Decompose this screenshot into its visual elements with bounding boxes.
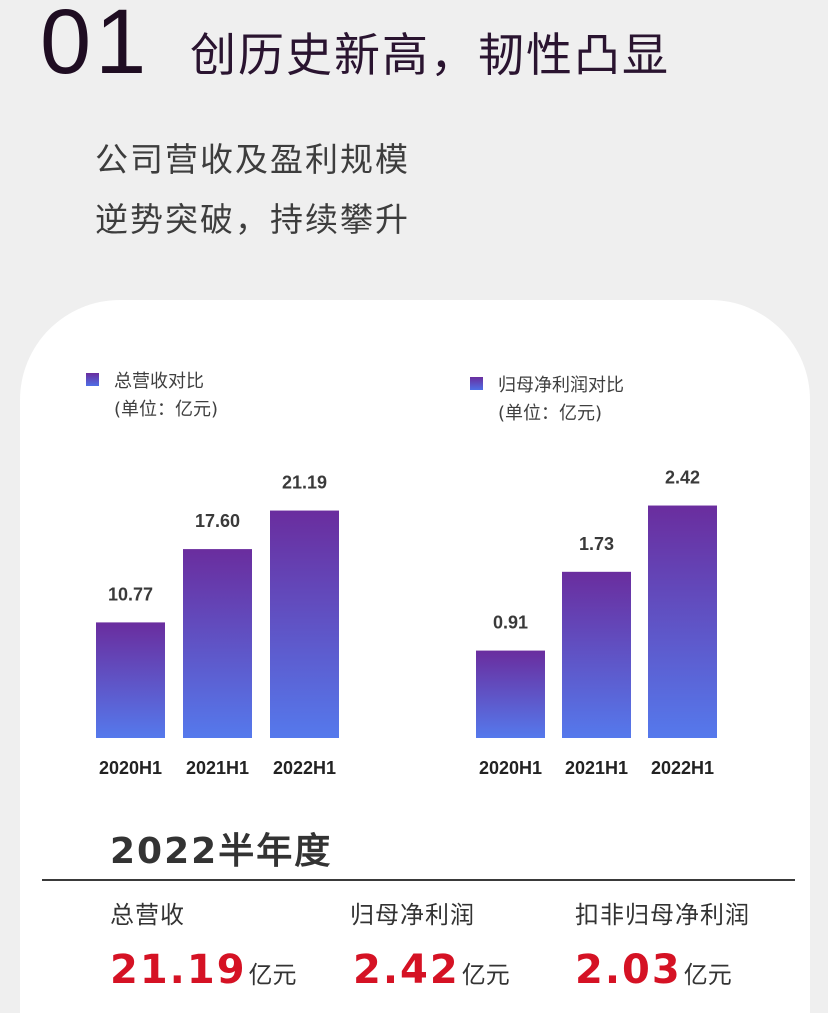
- profit-category-label-2022H1: 2022H1: [651, 758, 714, 778]
- section-title: 创历史新高，韧性凸显: [190, 28, 670, 82]
- legend-profit-title: 归母净利润对比: [498, 375, 624, 396]
- subtitle-line-2: 逆势突破，持续攀升: [95, 200, 410, 239]
- revenue-bar-2021H1: [183, 549, 252, 738]
- revenue-value-label-2021H1: 17.60: [195, 511, 240, 531]
- profit-value-label-2021H1: 1.73: [579, 534, 614, 554]
- legend-revenue-unit: (单位：亿元): [114, 399, 219, 420]
- kpi-adjusted-profit-number: 2.03: [575, 947, 682, 993]
- profit-category-label-2020H1: 2020H1: [479, 758, 542, 778]
- section-number: 01: [40, 0, 151, 93]
- profit-bar-2021H1: [562, 571, 631, 738]
- revenue-value-label-2020H1: 10.77: [108, 584, 153, 604]
- summary-divider: [42, 879, 795, 881]
- kpi-adjusted-profit-value: 2.03亿元: [575, 950, 732, 990]
- revenue-bar-2020H1: [96, 622, 165, 738]
- kpi-profit-unit: 亿元: [461, 961, 510, 989]
- kpi-adjusted-profit-unit: 亿元: [683, 961, 732, 989]
- legend-revenue-title: 总营收对比: [114, 371, 204, 392]
- profit-bar-2020H1: [476, 650, 545, 738]
- kpi-adjusted-profit-label: 扣非归母净利润: [575, 901, 750, 929]
- profit-value-label-2022H1: 2.42: [665, 468, 700, 488]
- summary-title: 2022半年度: [110, 831, 333, 872]
- legend-profit-unit: (单位：亿元): [498, 403, 603, 424]
- revenue-category-label-2021H1: 2021H1: [186, 758, 249, 778]
- profit-category-label-2021H1: 2021H1: [565, 758, 628, 778]
- subtitle-line-1: 公司营收及盈利规模: [95, 140, 410, 179]
- legend-revenue: 总营收对比 (单位：亿元): [86, 368, 218, 424]
- profit-value-label-2020H1: 0.91: [493, 613, 528, 633]
- kpi-revenue-label: 总营收: [110, 901, 185, 929]
- legend-profit: 归母净利润对比 (单位：亿元): [470, 372, 624, 428]
- legend-swatch-icon: [470, 377, 483, 390]
- kpi-profit-number: 2.42: [353, 947, 460, 993]
- kpi-revenue-number: 21.19: [110, 947, 247, 993]
- kpi-profit-label: 归母净利润: [350, 901, 475, 929]
- legend-swatch-icon: [86, 373, 99, 386]
- revenue-category-label-2022H1: 2022H1: [273, 758, 336, 778]
- revenue-value-label-2022H1: 21.19: [282, 473, 327, 493]
- revenue-bar-2022H1: [270, 510, 339, 738]
- revenue-category-label-2020H1: 2020H1: [99, 758, 162, 778]
- kpi-revenue-value: 21.19亿元: [110, 950, 297, 990]
- kpi-revenue-unit: 亿元: [248, 961, 297, 989]
- kpi-profit-value: 2.42亿元: [353, 950, 510, 990]
- profit-bar-2022H1: [648, 505, 717, 738]
